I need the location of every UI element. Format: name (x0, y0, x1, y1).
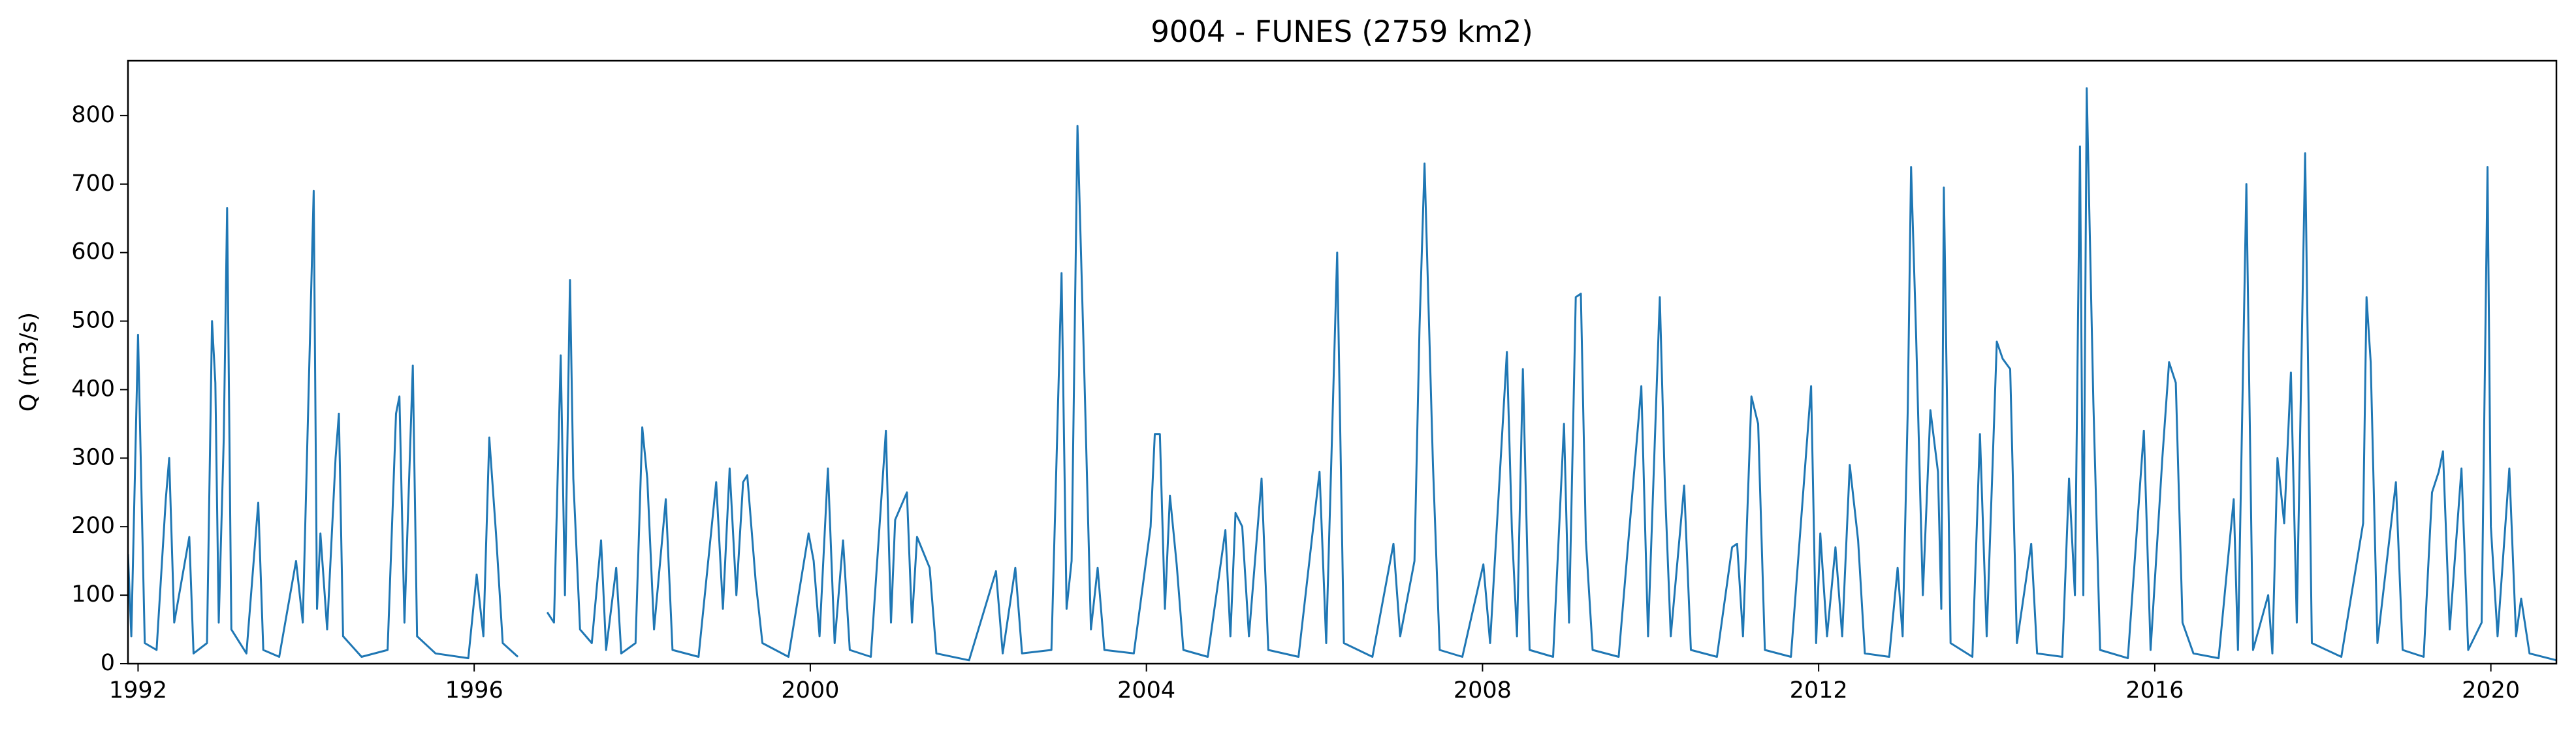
x-tick-label: 2008 (1454, 677, 1512, 704)
data-line (128, 87, 2556, 662)
y-tick-label: 800 (71, 102, 115, 128)
y-tick-label: 100 (71, 581, 115, 608)
x-tick-label: 1996 (445, 677, 503, 704)
y-tick-label: 600 (71, 239, 115, 265)
x-tick-label: 2000 (781, 677, 839, 704)
y-tick-label: 300 (71, 444, 115, 470)
y-tick-label: 400 (71, 376, 115, 402)
x-tick-label: 1992 (109, 677, 167, 704)
x-tick-label: 2020 (2462, 677, 2520, 704)
y-tick-label: 0 (101, 650, 115, 676)
chart-title: 9004 - FUNES (2759 km2) (1151, 14, 1533, 49)
y-tick-label: 700 (71, 170, 115, 197)
y-axis-label: Q (m3/s) (16, 312, 42, 412)
y-tick-label: 500 (71, 308, 115, 334)
x-tick-label: 2004 (1117, 677, 1175, 704)
x-tick-label: 2016 (2125, 677, 2184, 704)
x-tick-label: 2012 (1790, 677, 1848, 704)
y-tick-label: 200 (71, 513, 115, 539)
plot-frame (127, 59, 2558, 665)
